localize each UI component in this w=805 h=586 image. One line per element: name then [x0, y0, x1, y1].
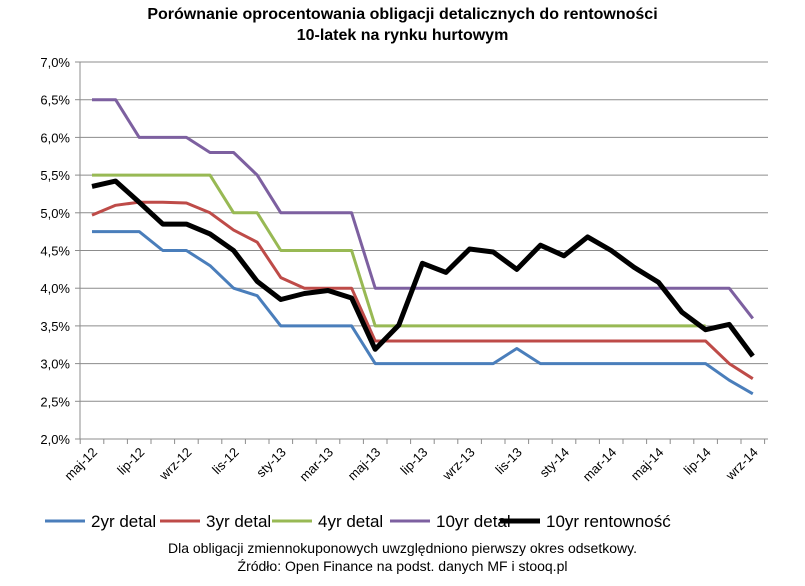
x-tick-label: wrz-13 — [439, 445, 478, 484]
legend-label: 2yr detal — [91, 512, 156, 531]
x-tick-label: lip-13 — [397, 445, 430, 478]
y-tick-label: 2,5% — [40, 394, 70, 409]
x-tick-label: lip-12 — [114, 445, 147, 478]
chart-title-line2: 10-latek na rynku hurtowym — [296, 27, 509, 44]
x-tick-label: maj-13 — [345, 445, 384, 484]
y-tick-label: 5,0% — [40, 206, 70, 221]
x-tick-label: wrz-12 — [156, 445, 195, 484]
y-tick-label: 4,5% — [40, 244, 70, 259]
x-tick-label: mar-13 — [296, 445, 336, 485]
legend-label: 3yr detal — [206, 512, 271, 531]
legend-label: 4yr detal — [318, 512, 383, 531]
chart-title: Porównanie oprocentowania obligacji deta… — [0, 4, 805, 46]
x-tick-label: maj-14 — [628, 445, 667, 484]
series-line-10yr-detal — [92, 98, 754, 320]
legend-label: 10yr detal — [436, 512, 511, 531]
x-tick-label: lis-12 — [209, 445, 242, 478]
chart-title-line1: Porównanie oprocentowania obligacji deta… — [147, 6, 658, 23]
y-tick-label: 6,0% — [40, 130, 70, 145]
x-tick-label: sty-14 — [536, 445, 572, 481]
y-tick-label: 4,0% — [40, 281, 70, 296]
y-tick-label: 3,5% — [40, 319, 70, 334]
series-line-10yr-rentowność — [91, 178, 755, 358]
x-tick-label: lip-14 — [681, 445, 714, 478]
y-tick-label: 6,5% — [40, 93, 70, 108]
y-tick-label: 2,0% — [40, 432, 70, 447]
x-tick-label: wrz-14 — [722, 445, 761, 484]
y-tick-label: 7,0% — [40, 55, 70, 70]
footnote: Dla obligacji zmiennokuponowych uwzględn… — [168, 540, 637, 556]
x-tick-label: sty-13 — [253, 445, 289, 481]
series-line-2yr-detal — [92, 230, 754, 396]
x-tick-label: lis-13 — [492, 445, 525, 478]
y-tick-label: 5,5% — [40, 168, 70, 183]
x-tick-label: maj-12 — [61, 445, 100, 484]
x-tick-label: mar-14 — [580, 445, 620, 485]
y-tick-label: 3,0% — [40, 357, 70, 372]
source-note: Źródło: Open Finance na podst. danych MF… — [237, 558, 568, 574]
legend-label: 10yr rentowność — [546, 512, 671, 531]
